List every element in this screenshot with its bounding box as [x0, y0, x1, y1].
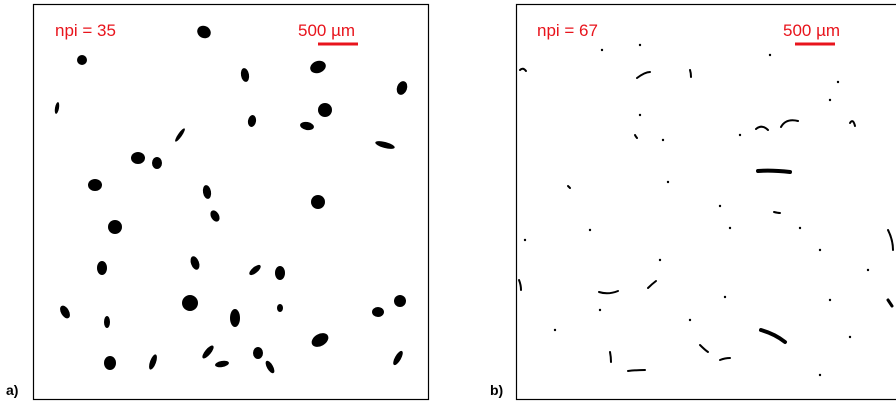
particle [886, 298, 894, 308]
particle [210, 210, 220, 222]
particle [215, 360, 229, 368]
particle [638, 113, 642, 117]
particle [311, 195, 325, 209]
particle [310, 60, 326, 74]
particle [104, 356, 116, 370]
particle [588, 228, 592, 232]
particle [54, 102, 60, 114]
particle [818, 248, 822, 252]
particle [658, 258, 662, 262]
particle [661, 138, 665, 142]
particle [689, 69, 692, 78]
particle [728, 226, 732, 230]
particle [149, 354, 157, 370]
particle [634, 134, 638, 139]
particle [300, 121, 314, 131]
particle [277, 304, 283, 312]
particle [253, 347, 263, 359]
particle [780, 119, 799, 128]
particle [202, 185, 212, 199]
particle [553, 328, 557, 332]
particle [666, 180, 670, 184]
particle [311, 333, 329, 347]
panel-label: b) [490, 382, 503, 398]
particle [719, 357, 731, 361]
particle [523, 238, 527, 242]
particle [97, 261, 107, 275]
particle [638, 43, 642, 47]
particle [567, 185, 571, 189]
particle [375, 141, 395, 149]
particles-a [54, 25, 408, 374]
particle [836, 80, 840, 84]
particles-b [518, 43, 894, 377]
particle [818, 373, 822, 377]
particle [318, 103, 332, 117]
particle [627, 369, 646, 372]
scale-bar-label: 500 µm [298, 21, 355, 40]
particle [756, 168, 792, 174]
particle [768, 53, 772, 57]
particle [718, 204, 722, 208]
particle [609, 351, 612, 363]
particle [600, 48, 604, 52]
panel-a-frame [32, 3, 430, 401]
particle [755, 125, 769, 131]
particle [240, 68, 250, 82]
particle [202, 345, 214, 359]
particle [688, 318, 692, 322]
particle [393, 350, 403, 366]
particle [518, 279, 522, 291]
particle [249, 264, 261, 276]
particle [275, 266, 285, 280]
particle [598, 308, 602, 312]
scale-bar-label: 500 µm [783, 21, 840, 40]
particle [104, 316, 110, 328]
particle [182, 295, 198, 311]
particle [773, 211, 781, 214]
particle [394, 295, 406, 307]
particle [699, 344, 709, 353]
particle [60, 305, 70, 319]
particle [828, 298, 832, 302]
particle [887, 229, 894, 251]
particle [152, 157, 162, 169]
particle [247, 115, 257, 127]
particle [175, 128, 185, 142]
particle [230, 309, 240, 327]
panel-label: a) [6, 382, 18, 398]
particle [396, 81, 408, 95]
annotation: npi = 67 [537, 21, 598, 40]
particle [108, 220, 122, 234]
particle [828, 98, 832, 102]
particle [190, 256, 200, 270]
panel-b-frame [515, 3, 896, 401]
annotation: npi = 35 [55, 21, 116, 40]
particle [866, 268, 870, 272]
particle [738, 133, 742, 137]
particle [598, 290, 619, 295]
particle [636, 71, 651, 79]
particle [647, 280, 657, 289]
particle [849, 120, 856, 127]
particle [77, 55, 87, 65]
particle [265, 360, 275, 374]
particle [723, 295, 727, 299]
particle [372, 307, 384, 317]
particle [197, 25, 211, 39]
particle [798, 226, 802, 230]
particle [848, 335, 852, 339]
particle [131, 152, 145, 164]
particle [88, 179, 102, 191]
particle [759, 328, 787, 344]
particle [519, 67, 527, 72]
